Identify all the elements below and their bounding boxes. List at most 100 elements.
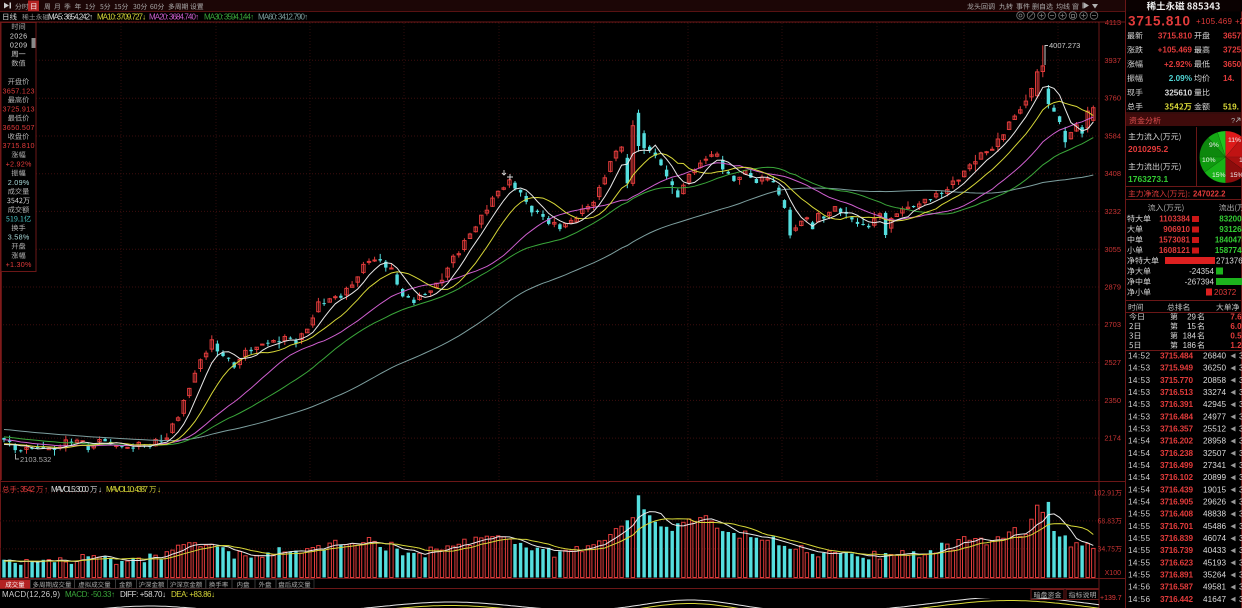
svg-text:2527: 2527: [1104, 358, 1121, 367]
svg-text:186: 186: [1183, 341, 1197, 350]
svg-text:247022.2: 247022.2: [1193, 190, 1226, 199]
svg-text:3: 3: [1239, 461, 1242, 470]
svg-text:3584: 3584: [1104, 132, 1121, 141]
svg-text:14:53: 14:53: [1128, 412, 1150, 421]
svg-text:24977: 24977: [1203, 412, 1226, 421]
svg-text:3: 3: [1239, 425, 1242, 434]
svg-text:33274: 33274: [1203, 388, 1226, 397]
svg-text:14:55: 14:55: [1128, 546, 1150, 555]
svg-text:14:53: 14:53: [1128, 388, 1150, 397]
svg-text:42945: 42945: [1203, 400, 1226, 409]
svg-text:3716.408: 3716.408: [1160, 510, 1193, 519]
svg-text:3: 3: [1239, 522, 1242, 531]
svg-text:3650.507: 3650.507: [3, 123, 35, 132]
svg-text:3408: 3408: [1104, 169, 1121, 178]
svg-text:↓: ↓: [98, 485, 102, 494]
svg-text:14:53: 14:53: [1128, 364, 1150, 373]
svg-text:3: 3: [1239, 485, 1242, 494]
svg-text:1608121: 1608121: [1159, 246, 1191, 255]
svg-text:3716.891: 3716.891: [1160, 571, 1193, 580]
svg-text:14:55: 14:55: [1128, 571, 1150, 580]
svg-text:14:52: 14:52: [1128, 352, 1150, 361]
svg-text:0209: 0209: [10, 41, 27, 50]
svg-text:29626: 29626: [1203, 498, 1226, 507]
svg-text:14:55: 14:55: [1128, 534, 1150, 543]
svg-text:DIFF: +58.70↓: DIFF: +58.70↓: [120, 590, 166, 599]
svg-text:3715.810: 3715.810: [1158, 32, 1193, 41]
svg-text:3716.484: 3716.484: [1160, 412, 1193, 421]
svg-text:14:54: 14:54: [1128, 485, 1150, 494]
svg-text:1840478: 1840478: [1215, 236, 1242, 245]
svg-text:3716.701: 3716.701: [1160, 522, 1193, 531]
svg-text:2.09%: 2.09%: [1169, 74, 1193, 83]
svg-text:3937: 3937: [1104, 56, 1121, 65]
svg-text:+139.7: +139.7: [1100, 595, 1122, 602]
svg-text:27341: 27341: [1203, 461, 1226, 470]
svg-text:2103.532: 2103.532: [20, 455, 51, 464]
svg-text:35264: 35264: [1203, 571, 1226, 580]
svg-text:+105.469: +105.469: [1196, 17, 1233, 26]
svg-text:3: 3: [1239, 571, 1242, 580]
svg-text:3: 3: [1239, 352, 1242, 361]
svg-text:3716.587: 3716.587: [1160, 583, 1193, 592]
svg-text:14.: 14.: [1223, 74, 1234, 83]
svg-text:↓: ↓: [157, 485, 161, 494]
svg-text:26840: 26840: [1203, 352, 1226, 361]
svg-text:1587748: 1587748: [1215, 246, 1242, 255]
svg-text:19015: 19015: [1203, 485, 1226, 494]
svg-text:14:54: 14:54: [1128, 498, 1150, 507]
svg-text:45193: 45193: [1203, 558, 1226, 567]
svg-text:20858: 20858: [1203, 376, 1226, 385]
svg-text:MA20: 3684.740↑: MA20: 3684.740↑: [149, 13, 199, 22]
svg-text:3725.: 3725.: [1223, 46, 1242, 55]
svg-text:3: 3: [1239, 376, 1242, 385]
svg-text:46074: 46074: [1203, 534, 1226, 543]
svg-text:MA30: 3594.144↑: MA30: 3594.144↑: [204, 13, 254, 22]
svg-text:3657.123: 3657.123: [3, 86, 35, 95]
svg-text:906910: 906910: [1163, 225, 1190, 234]
svg-text:14:54: 14:54: [1128, 449, 1150, 458]
svg-text:3716.905: 3716.905: [1160, 498, 1193, 507]
svg-text:3: 3: [1239, 498, 1242, 507]
svg-text:3716.623: 3716.623: [1160, 558, 1193, 567]
svg-text:3725.913: 3725.913: [3, 105, 35, 114]
svg-text:3: 3: [1239, 449, 1242, 458]
svg-text:3: 3: [1239, 558, 1242, 567]
svg-text:+105.469: +105.469: [1158, 46, 1193, 55]
svg-text:36250: 36250: [1203, 364, 1226, 373]
svg-text:2010295.2: 2010295.2: [1128, 144, 1168, 154]
svg-text:3716.391: 3716.391: [1160, 400, 1193, 409]
svg-text:1573081: 1573081: [1159, 236, 1191, 245]
svg-text:3715.770: 3715.770: [1160, 376, 1193, 385]
svg-text:9%: 9%: [1209, 142, 1219, 149]
svg-text:32507: 32507: [1203, 449, 1226, 458]
svg-text:MA60: 3412.790↑: MA60: 3412.790↑: [258, 13, 308, 22]
svg-text:3715.949: 3715.949: [1160, 364, 1193, 373]
svg-text:0.57: 0.57: [1230, 332, 1242, 341]
svg-text:MACD: -50.33↑: MACD: -50.33↑: [65, 590, 115, 599]
svg-text:3055: 3055: [1104, 245, 1121, 254]
svg-text:10%: 10%: [1202, 157, 1216, 164]
svg-text:3715.810: 3715.810: [1128, 14, 1190, 29]
svg-text:45486: 45486: [1203, 522, 1226, 531]
svg-text:14:53: 14:53: [1128, 425, 1150, 434]
svg-text:14:53: 14:53: [1128, 376, 1150, 385]
svg-text:832008: 832008: [1219, 215, 1242, 224]
svg-text:MAVOL5: 3000: MAVOL5: 3000: [51, 485, 90, 494]
svg-text:3: 3: [1239, 510, 1242, 519]
svg-text:14:54: 14:54: [1128, 473, 1150, 482]
svg-text:325610: 325610: [1165, 88, 1193, 97]
svg-text:29: 29: [1187, 313, 1196, 322]
svg-text:MACD(12,26,9): MACD(12,26,9): [2, 590, 60, 599]
svg-text:519.: 519.: [1223, 103, 1239, 112]
svg-text:14:54: 14:54: [1128, 437, 1150, 446]
svg-text:4007.273: 4007.273: [1049, 41, 1080, 50]
svg-text:3716.102: 3716.102: [1160, 473, 1193, 482]
svg-text:15: 15: [1187, 322, 1196, 331]
svg-text:3716.357: 3716.357: [1160, 425, 1193, 434]
svg-text:15%: 15%: [1230, 172, 1242, 179]
svg-text:2.09%: 2.09%: [8, 178, 30, 187]
svg-text:X100: X100: [1105, 570, 1121, 577]
svg-text:3650.: 3650.: [1223, 60, 1242, 69]
svg-text:1103384: 1103384: [1159, 215, 1190, 224]
